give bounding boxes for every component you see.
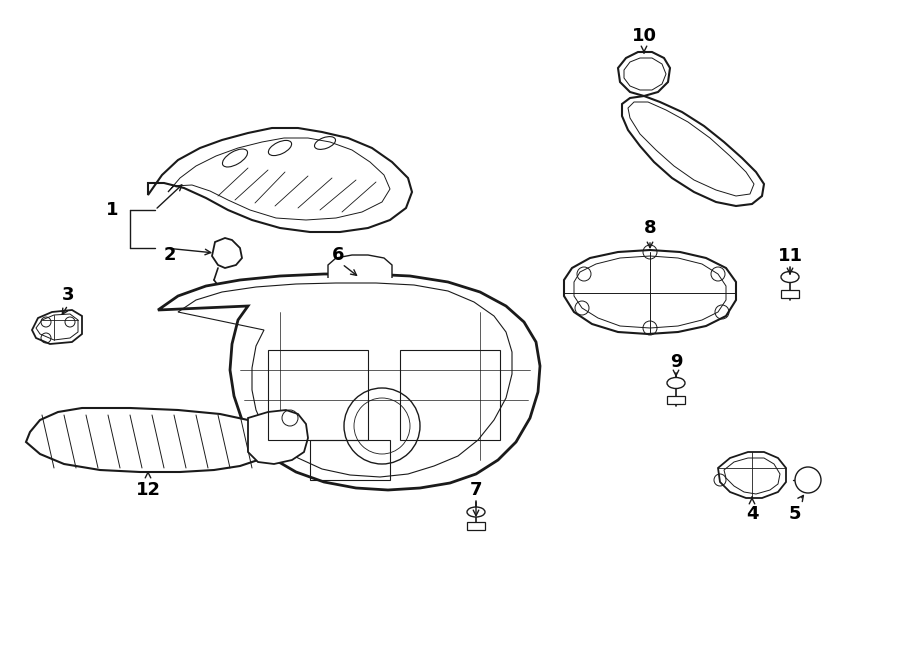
Text: 11: 11 [778, 247, 803, 265]
Bar [400, 350, 500, 440]
Text: 1: 1 [106, 201, 118, 219]
Polygon shape [564, 250, 736, 334]
Text: 7: 7 [470, 481, 482, 499]
Ellipse shape [467, 507, 485, 517]
Bar [268, 350, 368, 440]
Polygon shape [622, 96, 764, 206]
Text: 5: 5 [788, 505, 801, 523]
Polygon shape [248, 410, 308, 464]
Text: 4: 4 [746, 505, 758, 523]
Bar [667, 396, 685, 404]
Text: 6: 6 [332, 246, 344, 264]
Text: 2: 2 [164, 246, 176, 264]
Polygon shape [32, 310, 82, 344]
Text: 10: 10 [632, 27, 656, 45]
Polygon shape [212, 238, 242, 268]
Text: 8: 8 [644, 219, 656, 237]
Bar [467, 522, 485, 530]
Polygon shape [718, 452, 786, 498]
Text: 12: 12 [136, 481, 160, 499]
Polygon shape [328, 255, 392, 278]
Text: 3: 3 [62, 286, 74, 304]
Bar [781, 290, 799, 298]
Circle shape [795, 467, 821, 493]
Ellipse shape [667, 377, 685, 389]
Text: 9: 9 [670, 353, 682, 371]
Bar [310, 440, 390, 480]
Polygon shape [618, 52, 670, 96]
Polygon shape [26, 408, 270, 472]
Ellipse shape [781, 272, 799, 282]
Polygon shape [148, 128, 412, 232]
Polygon shape [158, 274, 540, 490]
